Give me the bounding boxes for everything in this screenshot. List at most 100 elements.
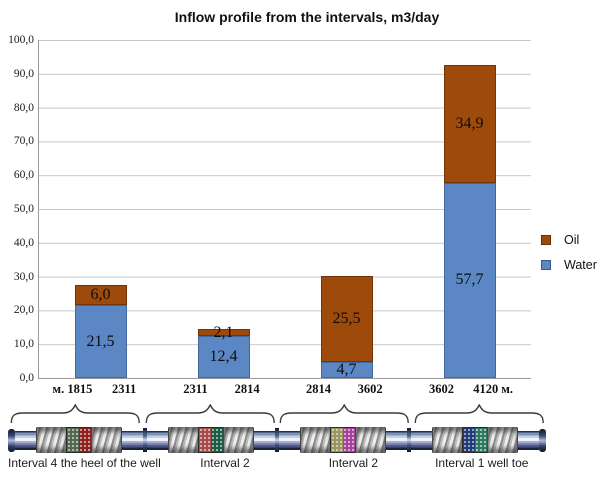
pipe-coupling-ring	[407, 428, 411, 452]
y-tick-label: 80,0	[13, 101, 34, 114]
sand-screen	[167, 427, 199, 453]
pipe-joint	[15, 430, 36, 450]
pipe-interval	[279, 427, 407, 453]
x-tick-label: 4120 м.	[473, 382, 513, 396]
pipe-end-cap	[539, 428, 546, 452]
bar-segment-water: 12,4	[197, 336, 250, 378]
bar-value-label: 6,0	[90, 286, 111, 304]
curly-brace-icon	[412, 404, 547, 424]
sand-screen	[223, 427, 255, 453]
interval-label: Interval 2	[200, 456, 250, 470]
stacked-bar: 12,4 2,1	[197, 40, 250, 378]
x-label-slot: м. 1815 2311	[38, 382, 161, 398]
bar-value-label: 2,1	[213, 323, 234, 341]
pipe-joint	[147, 430, 168, 450]
x-tick-label: 3602	[428, 382, 454, 396]
y-tick-label: 90,0	[13, 67, 34, 80]
x-label-slot: 2311 2814	[161, 382, 284, 398]
stacked-bar: 21,5 6,0	[74, 40, 127, 378]
mesh-color-band	[462, 428, 475, 452]
sand-screen	[299, 427, 331, 453]
plot-area: 21,5 6,0 12,4 2,1 4,7 25,5 57,7 34,9	[38, 40, 531, 379]
mesh-color-band	[79, 428, 92, 452]
pipe-interval	[147, 427, 275, 453]
pipe-interval	[15, 427, 143, 453]
legend-swatch	[541, 235, 551, 245]
well-schematic	[8, 427, 546, 453]
interval-label: Interval 1 well toe	[435, 456, 529, 470]
legend-label: Oil	[564, 233, 580, 247]
y-tick-label: 20,0	[13, 304, 34, 317]
curly-brace-icon	[8, 404, 143, 424]
icd-mesh-section	[462, 428, 488, 452]
legend-item: Water	[541, 258, 597, 272]
legend-label: Water	[564, 258, 597, 272]
interval-label: Interval 4 the heel of the well	[8, 456, 161, 470]
category-slot: 57,7 34,9	[408, 40, 531, 378]
x-tick-label: 3602	[357, 382, 383, 396]
pipe-joint	[386, 430, 407, 450]
icd-mesh-section	[330, 428, 356, 452]
bar-value-label: 12,4	[209, 348, 238, 366]
mesh-color-band	[198, 428, 211, 452]
curly-brace-icon	[277, 404, 412, 424]
y-tick-label: 40,0	[13, 236, 34, 249]
legend: Oil Water	[541, 233, 597, 272]
y-tick-label: 60,0	[13, 169, 34, 182]
y-tick-label: 10,0	[13, 338, 34, 351]
bar-value-label: 21,5	[86, 332, 115, 350]
sand-screen	[355, 427, 387, 453]
pipe-coupling-ring	[275, 428, 279, 452]
bar-segment-water: 57,7	[443, 182, 496, 378]
bar-value-label: 34,9	[455, 115, 484, 132]
bar-segment-water: 21,5	[74, 305, 127, 378]
pipe-end-cap	[8, 428, 15, 452]
x-axis-labels: м. 1815 2311 2311 2814 2814 3602 3602 4120 м.	[38, 382, 530, 398]
x-label-slot: 2814 3602	[284, 382, 407, 398]
bar-value-label: 57,7	[455, 271, 484, 289]
bar-segment-oil: 6,0	[74, 285, 127, 306]
pipe-joint	[411, 430, 432, 450]
category-slot: 12,4 2,1	[162, 40, 285, 378]
chart-title: Inflow profile from the intervals, m3/da…	[174, 9, 440, 25]
pipe-joint	[122, 430, 143, 450]
interval-labels: Interval 4 the heel of the well Interval …	[8, 456, 546, 470]
x-tick-label: 2814	[305, 382, 331, 396]
mesh-color-band	[211, 428, 224, 452]
bar-value-label: 4,7	[336, 361, 357, 379]
mesh-color-band	[475, 428, 488, 452]
pipe-joint	[279, 430, 300, 450]
y-tick-label: 100,0	[8, 34, 34, 46]
y-tick-label: 70,0	[13, 135, 34, 148]
y-tick-label: 30,0	[13, 270, 34, 283]
legend-item: Oil	[541, 233, 597, 247]
category-slot: 21,5 6,0	[39, 40, 162, 378]
icd-mesh-section	[198, 428, 224, 452]
sand-screen	[487, 427, 519, 453]
stacked-bar: 57,7 34,9	[443, 40, 496, 378]
x-tick-label: 2814	[234, 382, 260, 396]
bar-segment-water: 4,7	[320, 361, 373, 379]
pipe-coupling-ring	[143, 428, 147, 452]
icd-mesh-section	[66, 428, 92, 452]
legend-swatch	[541, 260, 551, 270]
category-slot: 4,7 25,5	[285, 40, 408, 378]
mesh-color-band	[330, 428, 343, 452]
x-tick-label: 2311	[111, 382, 137, 396]
bar-segment-oil: 25,5	[320, 275, 373, 363]
sand-screen	[431, 427, 463, 453]
y-tick-label: 0,0	[19, 372, 34, 384]
sand-screen	[91, 427, 123, 453]
curly-brace-icon	[143, 404, 278, 424]
bar-value-label: 25,5	[332, 310, 361, 328]
mesh-color-band	[343, 428, 356, 452]
pipe-joint	[518, 430, 539, 450]
interval-label: Interval 2	[328, 456, 379, 470]
x-tick-label: 2311	[183, 382, 208, 396]
x-label-slot: 3602 4120 м.	[407, 382, 530, 398]
bar-segment-oil: 34,9	[443, 65, 496, 183]
interval-braces	[8, 404, 546, 424]
bar-segment-oil: 2,1	[197, 324, 250, 340]
mesh-color-band	[66, 428, 79, 452]
